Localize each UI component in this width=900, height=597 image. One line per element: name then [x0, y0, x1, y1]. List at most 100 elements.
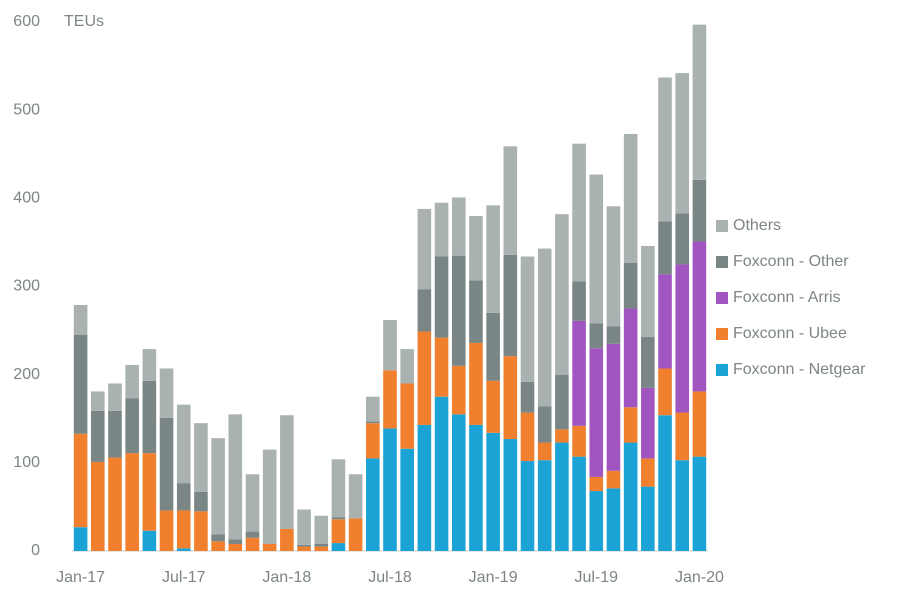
bar-segment	[486, 432, 500, 551]
bar-segment	[73, 305, 88, 335]
legend-swatch	[716, 364, 728, 376]
bar-segment	[108, 457, 122, 551]
bar-segment	[675, 412, 690, 461]
bar-segment	[348, 518, 363, 551]
bar-segment	[589, 348, 604, 477]
bar-segment	[245, 474, 260, 532]
bar-segment	[675, 213, 690, 265]
bar-segment	[262, 543, 277, 551]
bar-segment	[245, 537, 260, 551]
x-tick-label: Jul-19	[574, 569, 618, 586]
bar-segment	[451, 197, 466, 256]
bar-segment	[176, 404, 191, 484]
bar-segment	[555, 429, 569, 443]
bar-segment	[142, 380, 157, 454]
legend-label: Foxconn - Netgear	[733, 361, 866, 378]
bar-segment	[606, 488, 621, 551]
bar-segment	[623, 407, 638, 443]
x-tick-label: Jul-18	[368, 569, 412, 586]
bar-segment	[692, 179, 707, 242]
bar-segment	[692, 456, 707, 551]
bar-segment	[641, 458, 655, 487]
bar-segment	[331, 543, 346, 551]
bar-segment	[641, 486, 655, 551]
x-tick-label: Jan-19	[469, 569, 518, 586]
bar-segment	[314, 546, 329, 551]
bar-segment	[658, 221, 672, 275]
bar-segment	[417, 331, 432, 425]
legend-label: Others	[733, 217, 781, 234]
bar-segment	[400, 349, 414, 384]
bar-segment	[606, 470, 621, 489]
bar-segment	[142, 349, 157, 381]
bar-segment	[520, 412, 535, 462]
y-tick-label: 200	[13, 366, 40, 383]
bar-segment	[194, 491, 208, 512]
y-tick-label: 600	[13, 13, 40, 30]
bar-segment	[90, 461, 105, 551]
bar-segment	[675, 264, 690, 413]
bar-segment	[331, 519, 346, 544]
bar-segment	[90, 391, 105, 411]
bar-segment	[606, 343, 621, 471]
bar-segment	[366, 421, 380, 424]
bar-segment	[228, 414, 243, 540]
bar-segment	[434, 337, 449, 397]
bar-segment	[125, 453, 139, 551]
bar-segment	[297, 544, 311, 547]
bar-segment	[297, 546, 311, 551]
bar-segment	[434, 256, 449, 338]
bar-segment	[451, 365, 466, 415]
bar-segment	[623, 308, 638, 408]
bar-segment	[142, 453, 157, 531]
bar-segment	[572, 425, 586, 457]
bar-segment	[366, 396, 380, 422]
bar-segment	[537, 406, 552, 443]
y-tick-label: 400	[13, 190, 40, 207]
bar-segment	[503, 254, 518, 357]
legend-label: Foxconn - Arris	[733, 289, 841, 306]
bar-segment	[641, 245, 655, 337]
bar-segment	[73, 433, 88, 528]
y-axis-label: TEUs	[64, 13, 104, 30]
bar-segment	[417, 208, 432, 290]
bar-segment	[348, 474, 363, 519]
bar-segment	[125, 364, 139, 399]
y-tick-label: 0	[31, 542, 40, 559]
bar-segment	[469, 342, 483, 425]
bar-segment	[623, 262, 638, 309]
legend-swatch	[716, 256, 728, 268]
bar-segment	[537, 460, 552, 551]
bar-segment	[555, 442, 569, 551]
bar-segment	[125, 398, 139, 454]
legend-swatch	[716, 328, 728, 340]
bar-segment	[486, 380, 500, 433]
x-tick-label: Jan-20	[675, 569, 724, 586]
bar-segment	[623, 442, 638, 551]
bar-segment	[537, 248, 552, 407]
bar-segment	[211, 534, 225, 542]
bar-segment	[692, 241, 707, 392]
bar-segment	[297, 509, 311, 545]
bar-segment	[623, 133, 638, 263]
bar-segment	[675, 460, 690, 551]
bar-segment	[486, 312, 500, 381]
bar-segment	[469, 215, 483, 281]
bar-segment	[400, 383, 414, 449]
bar-segment	[383, 320, 397, 371]
bar-segment	[262, 449, 277, 544]
x-tick-label: Jan-17	[56, 569, 105, 586]
bar-segment	[503, 439, 518, 551]
bar-segment	[469, 280, 483, 343]
bar-segment	[658, 77, 672, 222]
bar-segment	[589, 491, 604, 551]
bar-segment	[537, 442, 552, 461]
bar-segment	[159, 368, 174, 418]
bar-segment	[555, 214, 569, 375]
bar-segment	[572, 456, 586, 551]
bar-segment	[383, 428, 397, 551]
bar-segment	[245, 531, 260, 538]
bar-segment	[159, 417, 174, 511]
x-tick-label: Jul-17	[162, 569, 206, 586]
bar-segment	[176, 548, 191, 551]
